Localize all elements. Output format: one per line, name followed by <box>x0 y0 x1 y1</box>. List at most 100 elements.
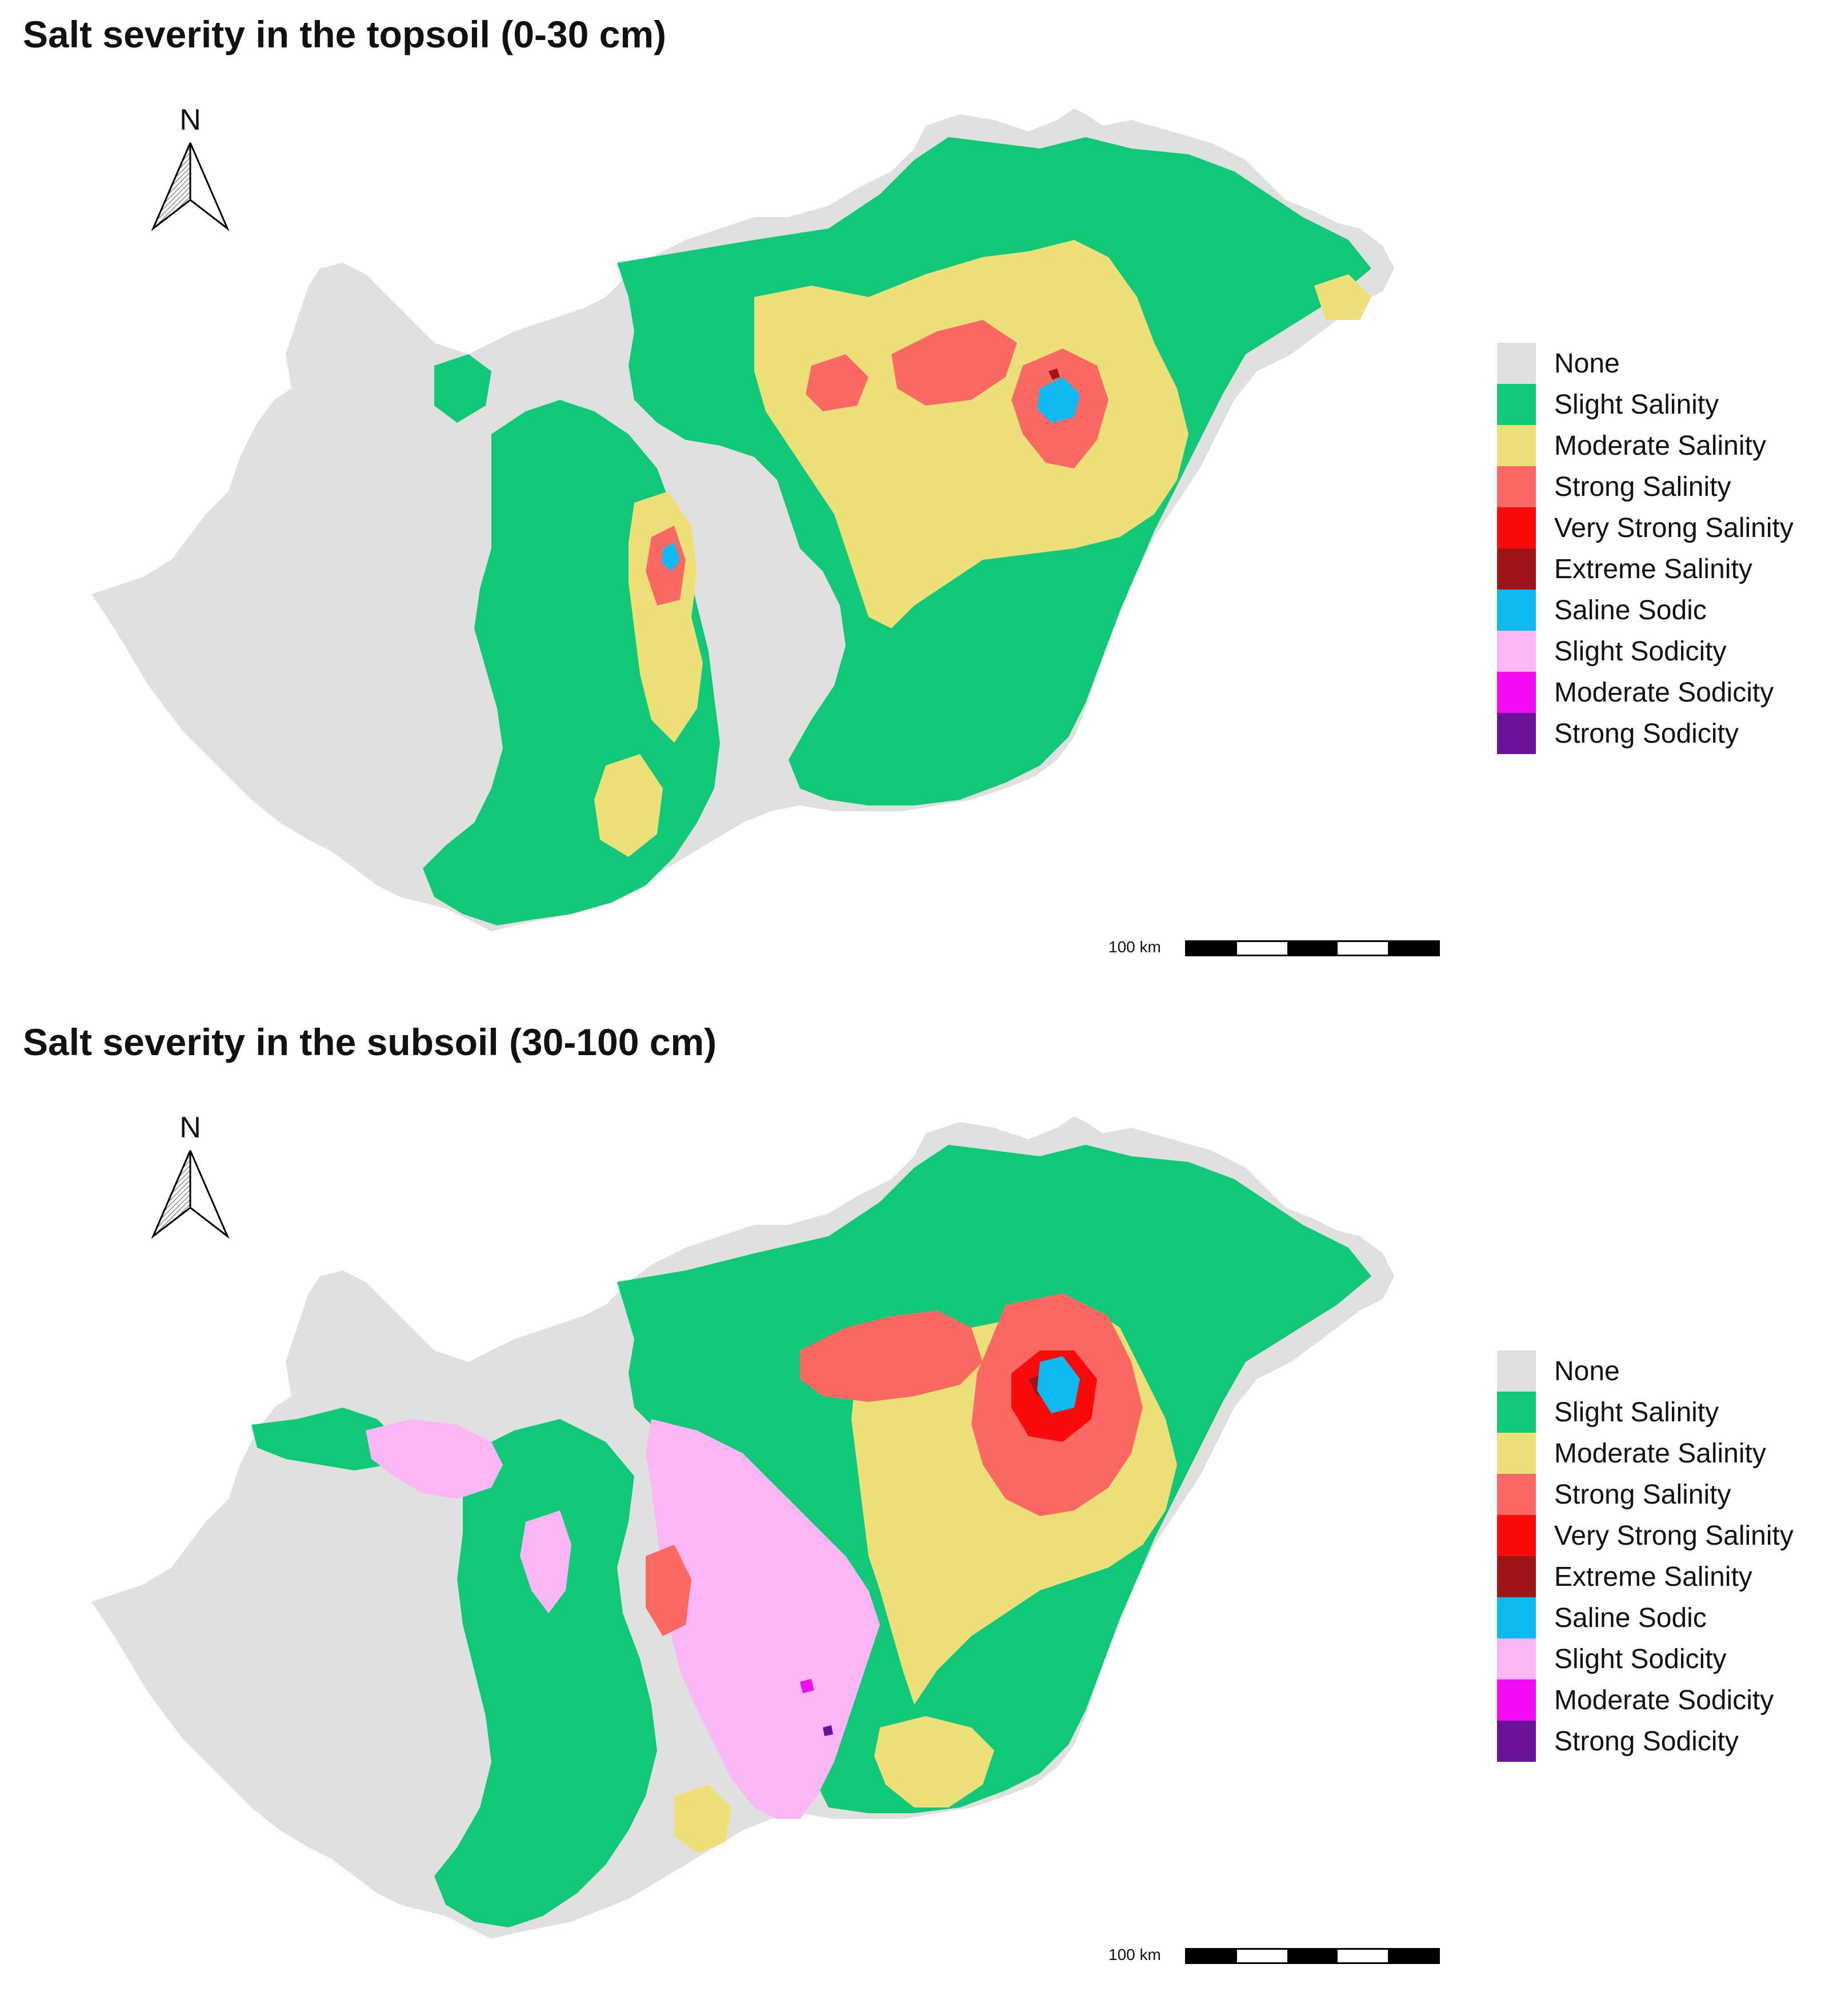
legend-label: Very Strong Salinity <box>1554 512 1794 543</box>
north-label: N <box>179 103 201 137</box>
legend-label: Slight Sodicity <box>1554 1644 1727 1674</box>
scale-label: 100 km <box>1108 938 1161 956</box>
scale-segments <box>1185 940 1440 956</box>
topsoil-map <box>91 109 1394 931</box>
legend-item-slight-sodicity: Slight Sodicity <box>1497 1638 1828 1680</box>
legend-label: Strong Sodicity <box>1554 1726 1739 1757</box>
region-strong-sodicity <box>823 1725 833 1736</box>
legend-item-strong-salinity: Strong Salinity <box>1497 466 1828 507</box>
legend-label: Moderate Salinity <box>1554 1438 1766 1469</box>
scale-seg <box>1287 942 1338 955</box>
region-slight-sodicity-center <box>646 1419 880 1819</box>
legend: None Slight Salinity Moderate Salinity S… <box>1497 343 1828 754</box>
scale-seg <box>1237 1950 1287 1962</box>
legend-swatch <box>1497 1474 1536 1515</box>
legend-swatch <box>1497 1515 1536 1556</box>
legend-label: Slight Salinity <box>1554 389 1719 420</box>
scale-seg <box>1388 942 1438 955</box>
legend-swatch <box>1497 1638 1536 1680</box>
legend-label: Strong Salinity <box>1554 1479 1731 1510</box>
legend-item-moderate-sodicity: Moderate Sodicity <box>1497 1680 1828 1721</box>
legend-item-extreme-salinity: Extreme Salinity <box>1497 548 1828 590</box>
region-strong-salinity-center <box>891 320 1017 406</box>
legend-item-slight-salinity: Slight Salinity <box>1497 384 1828 425</box>
legend-swatch <box>1497 1721 1536 1762</box>
north-arrow-icon <box>151 142 230 231</box>
region-slight-salinity-nw <box>251 1408 400 1470</box>
legend-swatch <box>1497 384 1536 425</box>
scale-seg <box>1287 1950 1338 1962</box>
scale-segments <box>1185 1948 1440 1964</box>
panel-title: Salt severity in the topsoil (0-30 cm) <box>23 13 666 55</box>
subsoil-panel: Salt severity in the subsoil (30-100 cm)… <box>0 1008 1841 2015</box>
legend-item-strong-salinity: Strong Salinity <box>1497 1474 1828 1515</box>
legend-label: Slight Salinity <box>1554 1397 1719 1428</box>
region-strong-salinity-nw <box>806 354 869 411</box>
region-slight-sodicity-west <box>520 1510 571 1613</box>
region-moderate-salinity-ne <box>1314 274 1371 320</box>
legend-item-moderate-sodicity: Moderate Sodicity <box>1497 672 1828 713</box>
region-moderate-salinity-west <box>629 491 703 743</box>
region-strong-salinity-west <box>646 1545 691 1636</box>
legend-swatch <box>1497 1350 1536 1392</box>
panel-title: Salt severity in the subsoil (30-100 cm) <box>23 1021 717 1063</box>
legend-swatch <box>1497 1597 1536 1638</box>
scale-label: 100 km <box>1108 1946 1161 1963</box>
region-strong-salinity-north <box>800 1310 983 1402</box>
scale-seg <box>1237 942 1287 955</box>
legend-label: Slight Sodicity <box>1554 636 1727 667</box>
legend-swatch <box>1497 1680 1536 1721</box>
legend-swatch <box>1497 343 1536 384</box>
legend-label: Extreme Salinity <box>1554 554 1752 584</box>
legend-label: Very Strong Salinity <box>1554 1520 1794 1551</box>
scale-seg <box>1338 1950 1388 1962</box>
region-moderate-salinity-south <box>874 1716 994 1807</box>
region-saline-sodic <box>1037 1356 1080 1413</box>
legend: None Slight Salinity Moderate Salinity S… <box>1497 1350 1828 1762</box>
scale-seg <box>1388 1950 1438 1962</box>
scale-seg <box>1187 1950 1237 1962</box>
legend-swatch <box>1497 672 1536 713</box>
legend-label: Strong Sodicity <box>1554 718 1739 749</box>
region-moderate-salinity-south <box>594 754 663 857</box>
legend-label: None <box>1554 1356 1620 1386</box>
topsoil-panel: Salt severity in the topsoil (0-30 cm) N <box>23 13 1828 956</box>
legend-item-saline-sodic: Saline Sodic <box>1497 1597 1828 1638</box>
legend-swatch <box>1497 713 1536 754</box>
legend-swatch <box>1497 590 1536 631</box>
scale-seg <box>1338 942 1388 955</box>
legend-item-saline-sodic: Saline Sodic <box>1497 590 1828 631</box>
legend-label: None <box>1554 348 1620 379</box>
legend-label: Strong Salinity <box>1554 471 1731 502</box>
region-moderate-sodicity <box>800 1679 814 1693</box>
legend-label: Saline Sodic <box>1554 1602 1707 1633</box>
legend-label: Moderate Sodicity <box>1554 1685 1774 1716</box>
legend-item-very-strong-salinity: Very Strong Salinity <box>1497 1515 1828 1556</box>
legend-item-strong-sodicity: Strong Sodicity <box>1497 1721 1828 1762</box>
legend-item-none: None <box>1497 1350 1828 1392</box>
legend-swatch <box>1497 548 1536 590</box>
legend-item-slight-sodicity: Slight Sodicity <box>1497 631 1828 672</box>
region-moderate-salinity-sw <box>674 1785 731 1853</box>
legend-swatch <box>1497 466 1536 507</box>
legend-item-extreme-salinity: Extreme Salinity <box>1497 1556 1828 1597</box>
region-slight-salinity-spot <box>434 354 491 423</box>
scale-seg <box>1187 942 1237 955</box>
legend-item-very-strong-salinity: Very Strong Salinity <box>1497 507 1828 548</box>
legend-swatch <box>1497 1433 1536 1474</box>
legend-item-slight-salinity: Slight Salinity <box>1497 1392 1828 1433</box>
legend-item-moderate-salinity: Moderate Salinity <box>1497 425 1828 466</box>
legend-label: Saline Sodic <box>1554 595 1707 626</box>
region-moderate-salinity <box>754 240 1188 628</box>
region-extreme-salinity <box>1048 368 1060 380</box>
legend-item-moderate-salinity: Moderate Salinity <box>1497 1433 1828 1474</box>
legend-swatch <box>1497 507 1536 548</box>
region-saline-sodic-west <box>662 543 680 571</box>
legend-swatch <box>1497 631 1536 672</box>
legend-item-none: None <box>1497 343 1828 384</box>
north-arrow: N <box>147 1111 233 1242</box>
legend-swatch <box>1497 1392 1536 1433</box>
north-label: N <box>179 1111 201 1144</box>
region-saline-sodic-east <box>1037 377 1080 423</box>
north-arrow: N <box>147 103 233 234</box>
